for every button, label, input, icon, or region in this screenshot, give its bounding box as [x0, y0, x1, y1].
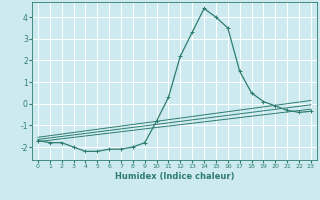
X-axis label: Humidex (Indice chaleur): Humidex (Indice chaleur) — [115, 172, 234, 181]
